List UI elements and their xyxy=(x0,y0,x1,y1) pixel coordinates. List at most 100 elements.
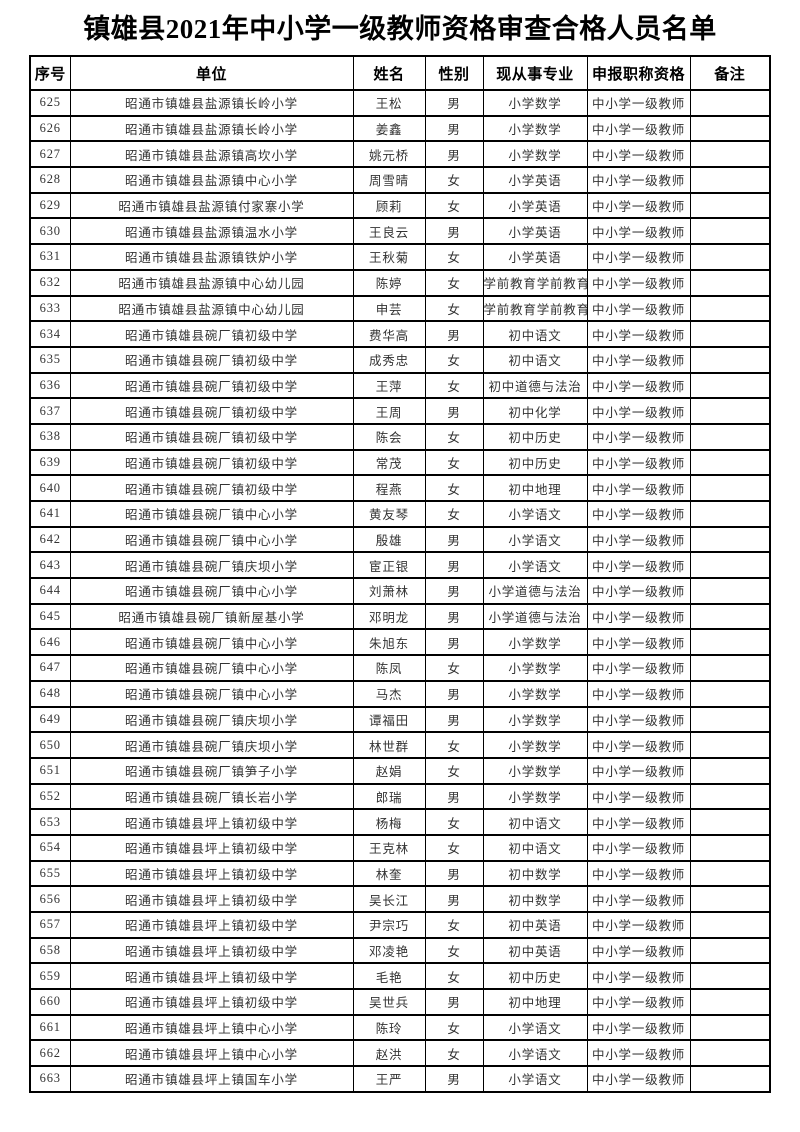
cell-gender: 女 xyxy=(424,500,484,528)
cell-qualification: 中小学一级教师 xyxy=(586,140,691,169)
cell-name: 马杰 xyxy=(352,679,426,708)
cell-seq: 642 xyxy=(29,525,71,554)
cell-unit: 昭通市镇雄县坪上镇中心小学 xyxy=(69,1013,354,1042)
cell-qualification: 中小学一级教师 xyxy=(586,268,691,297)
cell-major: 小学数学 xyxy=(482,114,588,143)
cell-name: 王秋菊 xyxy=(352,243,426,271)
cell-qualification: 中小学一级教师 xyxy=(586,731,691,759)
cell-major: 初中历史 xyxy=(482,448,588,477)
cell-gender: 女 xyxy=(424,911,484,939)
cell-gender: 女 xyxy=(424,345,484,374)
cell-unit: 昭通市镇雄县坪上镇初级中学 xyxy=(69,859,354,888)
cell-seq: 660 xyxy=(29,988,71,1016)
cell-qualification: 中小学一级教师 xyxy=(586,217,691,246)
cell-name: 申芸 xyxy=(352,294,426,323)
cell-gender: 女 xyxy=(424,166,484,194)
cell-unit: 昭通市镇雄县坪上镇中心小学 xyxy=(69,1039,354,1068)
cell-qualification: 中小学一级教师 xyxy=(586,191,691,220)
table-row: 656 昭通市镇雄县坪上镇初级中学 吴长江男初中数学 中小学一级教师 xyxy=(29,885,771,913)
cell-major: 初中道德与法治 xyxy=(482,371,588,400)
table-row: 627 昭通市镇雄县盐源镇高坎小学 姚元桥男小学数学 中小学一级教师 xyxy=(29,140,771,169)
cell-seq: 643 xyxy=(29,551,71,580)
table-row: 630 昭通市镇雄县盐源镇温水小学 王良云男小学英语 中小学一级教师 xyxy=(29,217,771,246)
cell-qualification: 中小学一级教师 xyxy=(586,602,691,631)
cell-name: 陈玲 xyxy=(352,1013,426,1042)
cell-remark xyxy=(689,577,771,605)
cell-seq: 640 xyxy=(29,474,71,502)
cell-name: 赵娟 xyxy=(352,756,426,785)
cell-seq: 628 xyxy=(29,166,71,194)
column-header-gender: 性别 xyxy=(424,55,484,91)
cell-gender: 女 xyxy=(424,474,484,502)
cell-name: 周雪晴 xyxy=(352,166,426,194)
cell-name: 姜鑫 xyxy=(352,114,426,143)
cell-qualification: 中小学一级教师 xyxy=(586,628,691,657)
cell-seq: 632 xyxy=(29,268,71,297)
cell-gender: 女 xyxy=(424,756,484,785)
cell-remark xyxy=(689,217,771,246)
table-row: 655 昭通市镇雄县坪上镇初级中学 林奎男初中数学 中小学一级教师 xyxy=(29,859,771,888)
cell-seq: 626 xyxy=(29,114,71,143)
cell-name: 尹宗巧 xyxy=(352,911,426,939)
cell-qualification: 中小学一级教师 xyxy=(586,397,691,425)
cell-unit: 昭通市镇雄县盐源镇中心小学 xyxy=(69,166,354,194)
cell-qualification: 中小学一级教师 xyxy=(586,962,691,991)
column-header-name: 姓名 xyxy=(352,55,426,91)
cell-gender: 女 xyxy=(424,243,484,271)
cell-major: 小学道德与法治 xyxy=(482,602,588,631)
table-header-row: 序号 单位 姓名 性别 现从事专业 申报职称资格 备注 xyxy=(29,55,771,91)
cell-qualification: 中小学一级教师 xyxy=(586,551,691,580)
cell-unit: 昭通市镇雄县盐源镇高坎小学 xyxy=(69,140,354,169)
cell-remark xyxy=(689,268,771,297)
cell-remark xyxy=(689,448,771,477)
cell-unit: 昭通市镇雄县碗厂镇初级中学 xyxy=(69,320,354,348)
cell-major: 小学英语 xyxy=(482,217,588,246)
table-row: 634 昭通市镇雄县碗厂镇初级中学 费华高男初中语文 中小学一级教师 xyxy=(29,320,771,348)
cell-qualification: 中小学一级教师 xyxy=(586,345,691,374)
cell-name: 林世群 xyxy=(352,731,426,759)
cell-remark xyxy=(689,628,771,657)
cell-name: 郎瑞 xyxy=(352,782,426,811)
cell-qualification: 中小学一级教师 xyxy=(586,808,691,836)
table-row: 653 昭通市镇雄县坪上镇初级中学 杨梅女初中语文 中小学一级教师 xyxy=(29,808,771,836)
cell-remark xyxy=(689,988,771,1016)
cell-major: 小学数学 xyxy=(482,679,588,708)
cell-remark xyxy=(689,397,771,425)
cell-seq: 625 xyxy=(29,89,71,117)
table-row: 641 昭通市镇雄县碗厂镇中心小学 黄友琴女小学语文 中小学一级教师 xyxy=(29,500,771,528)
cell-unit: 昭通市镇雄县盐源镇中心幼儿园 xyxy=(69,294,354,323)
cell-remark xyxy=(689,936,771,965)
cell-unit: 昭通市镇雄县盐源镇长岭小学 xyxy=(69,114,354,143)
table-row: 651 昭通市镇雄县碗厂镇笋子小学 赵娟女小学数学 中小学一级教师 xyxy=(29,756,771,785)
cell-seq: 647 xyxy=(29,654,71,682)
table-row: 643 昭通市镇雄县碗厂镇庆坝小学 宦正银男小学语文 中小学一级教师 xyxy=(29,551,771,580)
table-row: 635 昭通市镇雄县碗厂镇初级中学 成秀忠女初中语文 中小学一级教师 xyxy=(29,345,771,374)
cell-unit: 昭通市镇雄县坪上镇初级中学 xyxy=(69,833,354,862)
cell-unit: 昭通市镇雄县碗厂镇初级中学 xyxy=(69,397,354,425)
cell-unit: 昭通市镇雄县碗厂镇庆坝小学 xyxy=(69,731,354,759)
cell-gender: 女 xyxy=(424,268,484,297)
cell-unit: 昭通市镇雄县坪上镇国车小学 xyxy=(69,1065,354,1093)
table-row: 654 昭通市镇雄县坪上镇初级中学 王克林女初中语文 中小学一级教师 xyxy=(29,833,771,862)
table-row: 652 昭通市镇雄县碗厂镇长岩小学 郎瑞男小学数学 中小学一级教师 xyxy=(29,782,771,811)
cell-unit: 昭通市镇雄县盐源镇付家寨小学 xyxy=(69,191,354,220)
cell-unit: 昭通市镇雄县碗厂镇初级中学 xyxy=(69,422,354,451)
cell-remark xyxy=(689,140,771,169)
cell-unit: 昭通市镇雄县盐源镇长岭小学 xyxy=(69,89,354,117)
cell-seq: 646 xyxy=(29,628,71,657)
cell-remark xyxy=(689,500,771,528)
cell-major: 初中语文 xyxy=(482,320,588,348)
cell-gender: 女 xyxy=(424,191,484,220)
table-row: 647 昭通市镇雄县碗厂镇中心小学 陈凤女小学数学 中小学一级教师 xyxy=(29,654,771,682)
cell-remark xyxy=(689,1039,771,1068)
cell-unit: 昭通市镇雄县盐源镇中心幼儿园 xyxy=(69,268,354,297)
cell-gender: 女 xyxy=(424,654,484,682)
cell-major: 初中地理 xyxy=(482,988,588,1016)
cell-major: 初中语文 xyxy=(482,808,588,836)
cell-seq: 657 xyxy=(29,911,71,939)
cell-gender: 男 xyxy=(424,89,484,117)
cell-seq: 630 xyxy=(29,217,71,246)
cell-qualification: 中小学一级教师 xyxy=(586,577,691,605)
cell-seq: 645 xyxy=(29,602,71,631)
